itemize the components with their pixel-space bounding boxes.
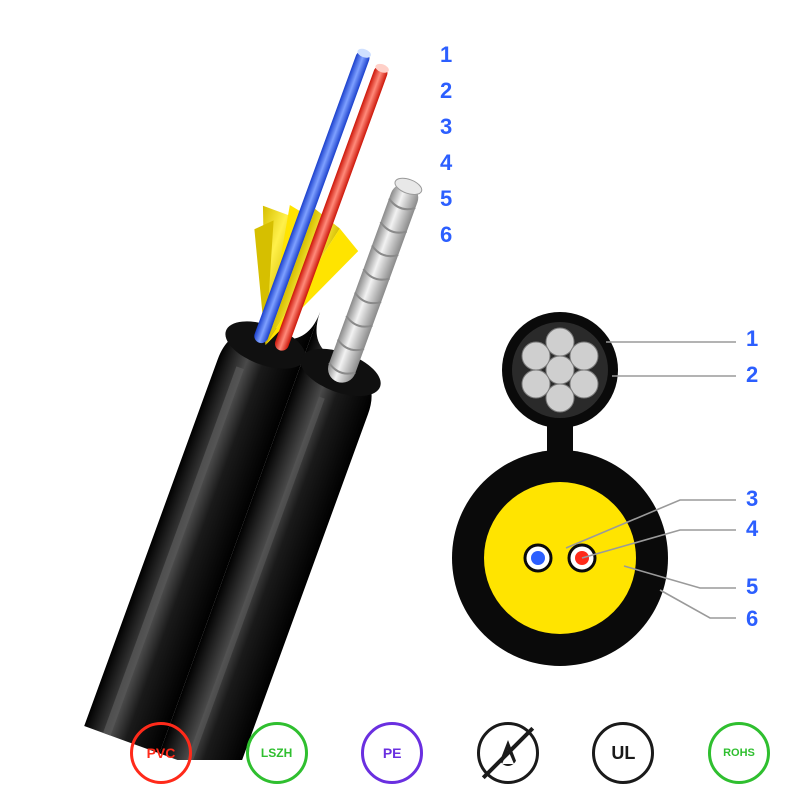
xsec-aramid-layer — [484, 482, 636, 634]
label-xsec-3: 3 — [746, 486, 758, 512]
badge-flame-retardant — [477, 722, 539, 784]
label-3d-4: 4 — [440, 150, 452, 176]
label-xsec-6: 6 — [746, 606, 758, 632]
label-3d-6: 6 — [440, 222, 452, 248]
badge-ul: UL — [592, 722, 654, 784]
label-xsec-1: 1 — [746, 326, 758, 352]
badge-pvc: PVC — [130, 722, 192, 784]
label-3d-5: 5 — [440, 186, 452, 212]
label-3d-3: 3 — [440, 114, 452, 140]
label-3d-1: 1 — [440, 42, 452, 68]
label-xsec-2: 2 — [746, 362, 758, 388]
label-3d-2: 2 — [440, 78, 452, 104]
xsec-core-blue — [525, 545, 551, 571]
badge-pe: PE — [361, 722, 423, 784]
cable-3d-illustration — [0, 0, 480, 760]
label-xsec-4: 4 — [746, 516, 758, 542]
badge-lszh: LSZH — [246, 722, 308, 784]
badge-rohs: ROHS — [708, 722, 770, 784]
certification-badges: PVC LSZH PE UL ROHS — [130, 718, 770, 788]
diagram-canvas: TRT Cable 1 2 3 4 5 6 — [0, 0, 800, 800]
label-xsec-5: 5 — [746, 574, 758, 600]
cable-cross-section — [420, 290, 780, 690]
